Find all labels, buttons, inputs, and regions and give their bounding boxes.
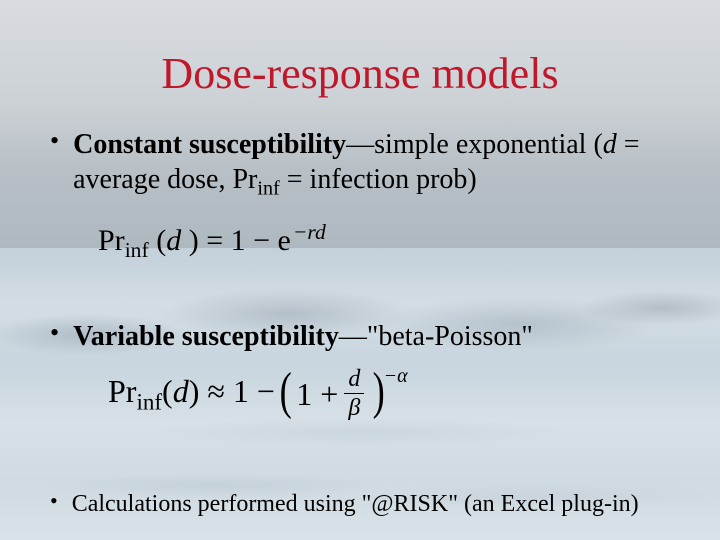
bold-phrase: Variable susceptibility [73,321,339,352]
subscript-inf: inf [257,178,279,200]
slide-content: Dose-response models • Constant suscepti… [0,0,720,540]
bullet-at-risk-note: • Calculations performed using "@RISK" (… [48,489,672,519]
formula-pr: Pr [98,224,125,257]
bold-phrase: Constant susceptibility [73,129,346,160]
italic-d: d [603,129,617,160]
fraction-numerator: d [344,367,364,393]
formula-close-paren: ) [189,224,199,257]
big-paren-open: ( [280,369,292,416]
formula-lhs: Prinf(d) ≈ 1 − [108,373,275,415]
text-segment: simple exponential ( [374,129,603,160]
formula-exponent: −rd [293,220,326,244]
formula-approx: ≈ 1 − [199,373,275,409]
formula-sub-inf: inf [125,238,149,262]
text-segment: "beta-Poisson" [367,321,533,352]
bullet-constant-susceptibility: • Constant susceptibility—simple exponen… [48,127,672,202]
mdash: — [339,321,367,352]
bullet-dot: • [50,489,58,513]
bullet-dot: • [50,319,59,348]
exponent-neg-alpha: −α [384,365,408,388]
fraction-denominator: β [344,393,364,420]
slide-title: Dose-response models [48,48,672,99]
mdash: — [346,129,374,160]
fraction-d-over-beta: d β [344,367,364,420]
formula-beta-poisson: Prinf(d) ≈ 1 − ( 1 + d β ) −α [108,368,672,421]
one-plus: 1 + [296,376,338,413]
formula-open-paren: ( [156,224,166,257]
bullet-text: Calculations performed using "@RISK" (an… [72,489,639,519]
bullet-variable-susceptibility: • Variable susceptibility—"beta-Poisson" [48,319,672,354]
formula-d: d [173,373,189,409]
formula-open-paren: ( [162,373,173,409]
formula-eq-body: = 1 − e [199,224,291,257]
bullet-dot: • [50,127,59,156]
formula-pr: Pr [108,373,136,409]
formula-d: d [166,224,189,257]
text-segment: = infection prob) [280,164,477,195]
bullet-text: Constant susceptibility—simple exponenti… [73,127,672,202]
formula-sub-inf: inf [136,388,162,414]
formula-close-paren: ) [189,373,200,409]
bullet-text: Variable susceptibility—"beta-Poisson" [73,319,533,354]
formula-exponential: Prinf (d ) = 1 − e−rd [98,220,672,263]
